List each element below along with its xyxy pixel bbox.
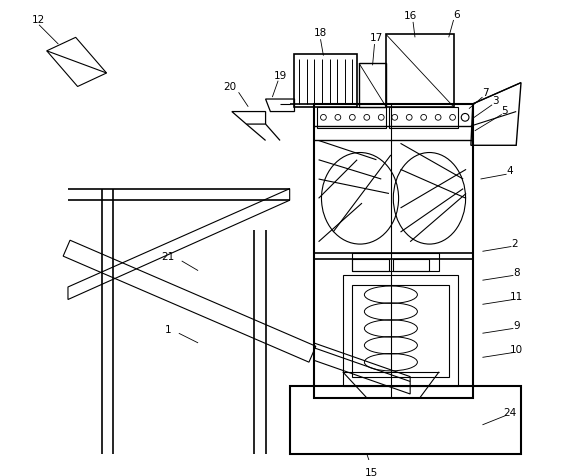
Text: 18: 18: [314, 28, 327, 38]
Bar: [352, 253, 439, 270]
Bar: [289, 386, 521, 454]
Text: 7: 7: [482, 88, 489, 98]
Bar: [316, 107, 386, 128]
Text: 5: 5: [501, 106, 508, 116]
Text: 11: 11: [510, 292, 523, 302]
Text: 1: 1: [165, 326, 171, 336]
Text: 12: 12: [31, 15, 44, 25]
Text: 20: 20: [223, 82, 237, 92]
Text: 15: 15: [365, 468, 378, 476]
Bar: [294, 54, 357, 107]
Text: 17: 17: [370, 33, 383, 43]
Text: 9: 9: [513, 320, 519, 330]
Bar: [386, 34, 454, 107]
Text: 8: 8: [513, 268, 519, 278]
Bar: [389, 107, 459, 128]
Text: 6: 6: [453, 10, 460, 20]
Bar: [352, 259, 389, 270]
Text: 4: 4: [506, 166, 513, 176]
Text: 2: 2: [511, 238, 518, 248]
Text: 10: 10: [510, 345, 523, 355]
Bar: [393, 259, 429, 270]
Text: 24: 24: [503, 408, 516, 418]
Text: 21: 21: [161, 252, 174, 262]
Text: 3: 3: [492, 96, 498, 106]
Bar: [359, 63, 386, 107]
Text: 19: 19: [273, 71, 287, 81]
Text: 16: 16: [404, 11, 417, 21]
Bar: [343, 276, 459, 386]
Bar: [352, 285, 448, 377]
Bar: [314, 104, 473, 398]
